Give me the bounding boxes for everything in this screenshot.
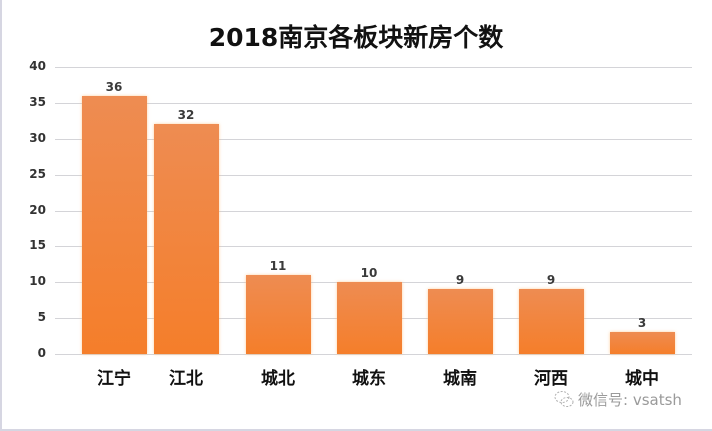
gridline	[55, 175, 692, 176]
bar-value-label: 36	[105, 79, 123, 94]
y-tick-label: 15	[29, 238, 46, 253]
bar-value-label: 32	[177, 108, 195, 123]
bar[interactable]	[518, 289, 584, 354]
y-tick-label: 40	[29, 59, 46, 73]
x-tick-label: 河西	[534, 369, 568, 389]
y-tick-label: 35	[29, 94, 46, 109]
bar[interactable]	[427, 289, 493, 354]
gridline	[55, 103, 692, 104]
y-tick-label: 30	[29, 130, 46, 145]
bar-value-label: 10	[360, 266, 378, 281]
bar[interactable]	[81, 95, 147, 354]
y-tick-label: 20	[29, 202, 46, 217]
bar[interactable]	[609, 332, 675, 354]
bar-value-label: 3	[637, 316, 647, 331]
gridline	[55, 354, 692, 355]
bar[interactable]	[245, 275, 311, 354]
bar[interactable]	[153, 124, 219, 354]
plot-area: 36 32 11 10 9 9 3	[55, 67, 692, 355]
x-tick-label: 城北	[261, 369, 295, 389]
watermark-text: 微信号: vsatsh	[578, 391, 682, 409]
chart-title: 2018南京各板块新房个数	[208, 23, 504, 52]
x-tick-label: 江北	[169, 369, 203, 389]
bar-value-label: 11	[269, 259, 287, 274]
x-tick-label: 城东	[352, 369, 386, 389]
x-tick-label: 城南	[443, 369, 477, 389]
gridline	[55, 67, 692, 68]
wechat-icon	[554, 391, 574, 407]
gridline	[55, 139, 692, 140]
bar-value-label: 9	[455, 273, 465, 288]
x-tick-label: 江宁	[97, 369, 131, 389]
x-tick-label: 城中	[625, 369, 659, 389]
y-tick-label: 25	[29, 166, 46, 181]
gridline	[55, 211, 692, 212]
gridline	[55, 246, 692, 247]
y-tick-label: 0	[37, 346, 46, 360]
y-tick-label: 5	[37, 310, 46, 325]
bar[interactable]	[336, 282, 402, 354]
y-tick-label: 10	[29, 274, 46, 289]
bar-value-label: 9	[546, 273, 556, 288]
